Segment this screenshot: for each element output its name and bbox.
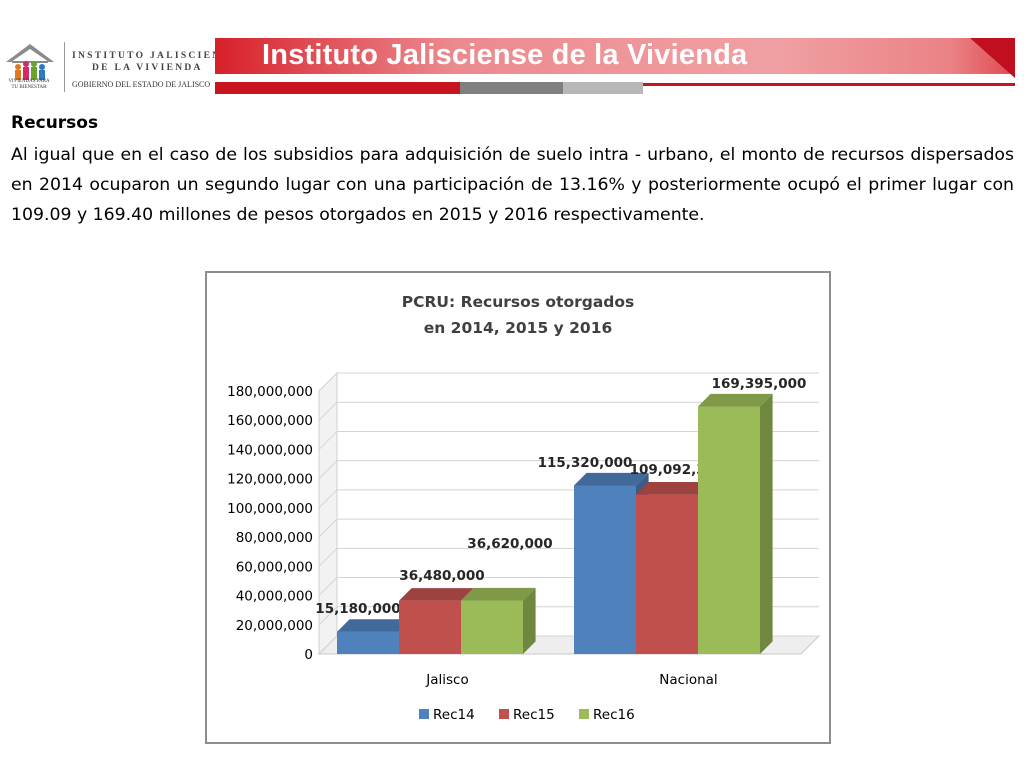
- header-stripe-gray-dark: [460, 82, 563, 94]
- bar: [337, 631, 399, 654]
- y-tick-label: 40,000,000: [236, 589, 313, 605]
- bar-top: [636, 482, 711, 495]
- logo-institute-line2: DE LA VIVIENDA: [92, 63, 203, 73]
- bar: [636, 494, 698, 654]
- bar-top: [574, 472, 649, 486]
- bar-side: [760, 393, 773, 654]
- title-swoosh: [970, 38, 1015, 78]
- y-tick-label: 120,000,000: [227, 472, 313, 488]
- y-tick-label: 80,000,000: [236, 530, 313, 546]
- logo-institute-line1: INSTITUTO JALISCIENSE: [72, 51, 238, 61]
- logo-tagline-2: TU BIENESTAR: [11, 85, 47, 90]
- data-label: 169,395,000: [712, 376, 807, 392]
- bar-chart: PCRU: Recursos otorgados en 2014, 2015 y …: [227, 293, 821, 723]
- y-tick-label: 140,000,000: [227, 442, 313, 458]
- logo-government: GOBIERNO DEL ESTADO DE JALISCO: [72, 80, 211, 89]
- gridline: [318, 460, 819, 480]
- header-stripe-red: [215, 82, 460, 94]
- gridline: [318, 401, 819, 421]
- legend-label: Rec14: [433, 707, 475, 723]
- data-label: 36,480,000: [399, 568, 484, 584]
- y-tick-label: 160,000,000: [227, 413, 313, 429]
- bar-top: [337, 619, 412, 632]
- legend-swatch: [579, 709, 589, 719]
- legend-label: Rec16: [593, 707, 635, 723]
- chart-frame: PCRU: Recursos otorgados en 2014, 2015 y …: [205, 271, 831, 744]
- data-label: 115,320,000: [538, 455, 633, 471]
- chart-title-line2: en 2014, 2015 y 2016: [424, 319, 613, 337]
- x-category-label: Jalisco: [425, 672, 468, 688]
- x-category-label: Nacional: [659, 672, 717, 688]
- data-label: 36,620,000: [467, 536, 552, 552]
- legend-label: Rec15: [513, 707, 555, 723]
- y-tick-label: 180,000,000: [227, 384, 313, 400]
- logo-divider: [64, 42, 65, 92]
- logo-institute-name: INSTITUTO JALISCIENSE DE LA VIVIENDA: [72, 50, 235, 74]
- data-label: 15,180,000: [315, 601, 400, 617]
- bar-top: [461, 587, 536, 601]
- y-tick-label: 20,000,000: [236, 618, 313, 634]
- gridline: [318, 430, 819, 450]
- house-family-icon: [2, 40, 58, 96]
- y-tick-label: 60,000,000: [236, 559, 313, 575]
- bar-top: [399, 588, 474, 601]
- legend-swatch: [499, 709, 509, 719]
- title-bar: [215, 38, 1015, 78]
- bar: [461, 600, 523, 654]
- page-title: Instituto Jalisciense de la Vivienda: [262, 39, 748, 71]
- bar: [399, 600, 461, 654]
- bar: [698, 406, 760, 654]
- institute-logo: VIVIENDAS PARA TU BIENESTAR INSTITUTO JA…: [0, 36, 235, 96]
- chart-title-line1: PCRU: Recursos otorgados: [402, 293, 635, 311]
- body-paragraph: Al igual que en el caso de los subsidios…: [11, 145, 1014, 225]
- bar: [574, 485, 636, 654]
- bar-side: [523, 587, 536, 654]
- bar-top: [698, 393, 773, 407]
- y-tick-label: 0: [304, 647, 313, 663]
- header-stripe-gray-light: [563, 82, 643, 94]
- legend-swatch: [419, 709, 429, 719]
- header-stripe-thin: [643, 83, 1015, 86]
- logo-tagline-1: VIVIENDAS PARA: [8, 79, 50, 84]
- y-tick-label: 100,000,000: [227, 501, 313, 517]
- gridline: [318, 372, 819, 392]
- section-heading: Recursos: [11, 113, 99, 133]
